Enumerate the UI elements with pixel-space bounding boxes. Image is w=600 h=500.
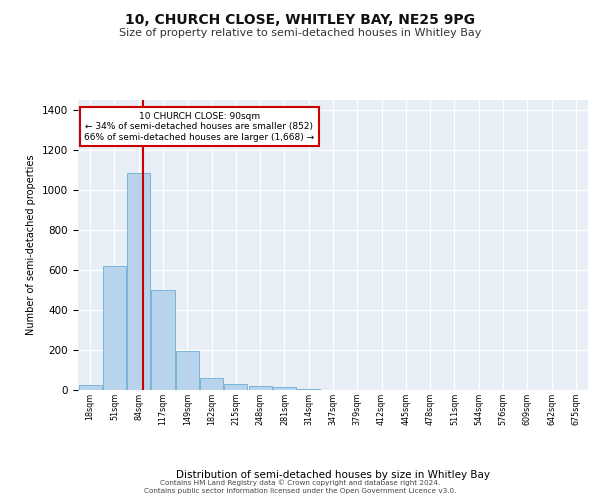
X-axis label: Distribution of semi-detached houses by size in Whitley Bay: Distribution of semi-detached houses by … xyxy=(176,470,490,480)
Bar xyxy=(273,387,296,390)
Bar xyxy=(151,290,175,390)
Text: 10 CHURCH CLOSE: 90sqm
← 34% of semi-detached houses are smaller (852)
66% of se: 10 CHURCH CLOSE: 90sqm ← 34% of semi-det… xyxy=(85,112,314,142)
Text: Size of property relative to semi-detached houses in Whitley Bay: Size of property relative to semi-detach… xyxy=(119,28,481,38)
Text: 10, CHURCH CLOSE, WHITLEY BAY, NE25 9PG: 10, CHURCH CLOSE, WHITLEY BAY, NE25 9PG xyxy=(125,12,475,26)
Bar xyxy=(127,173,150,390)
Text: Contains HM Land Registry data © Crown copyright and database right 2024.
Contai: Contains HM Land Registry data © Crown c… xyxy=(144,480,456,494)
Y-axis label: Number of semi-detached properties: Number of semi-detached properties xyxy=(26,155,37,336)
Bar xyxy=(248,386,272,390)
Bar xyxy=(79,385,101,390)
Bar xyxy=(200,378,223,390)
Bar xyxy=(224,384,247,390)
Bar xyxy=(103,266,126,390)
Bar xyxy=(176,351,199,390)
Bar xyxy=(297,389,320,390)
